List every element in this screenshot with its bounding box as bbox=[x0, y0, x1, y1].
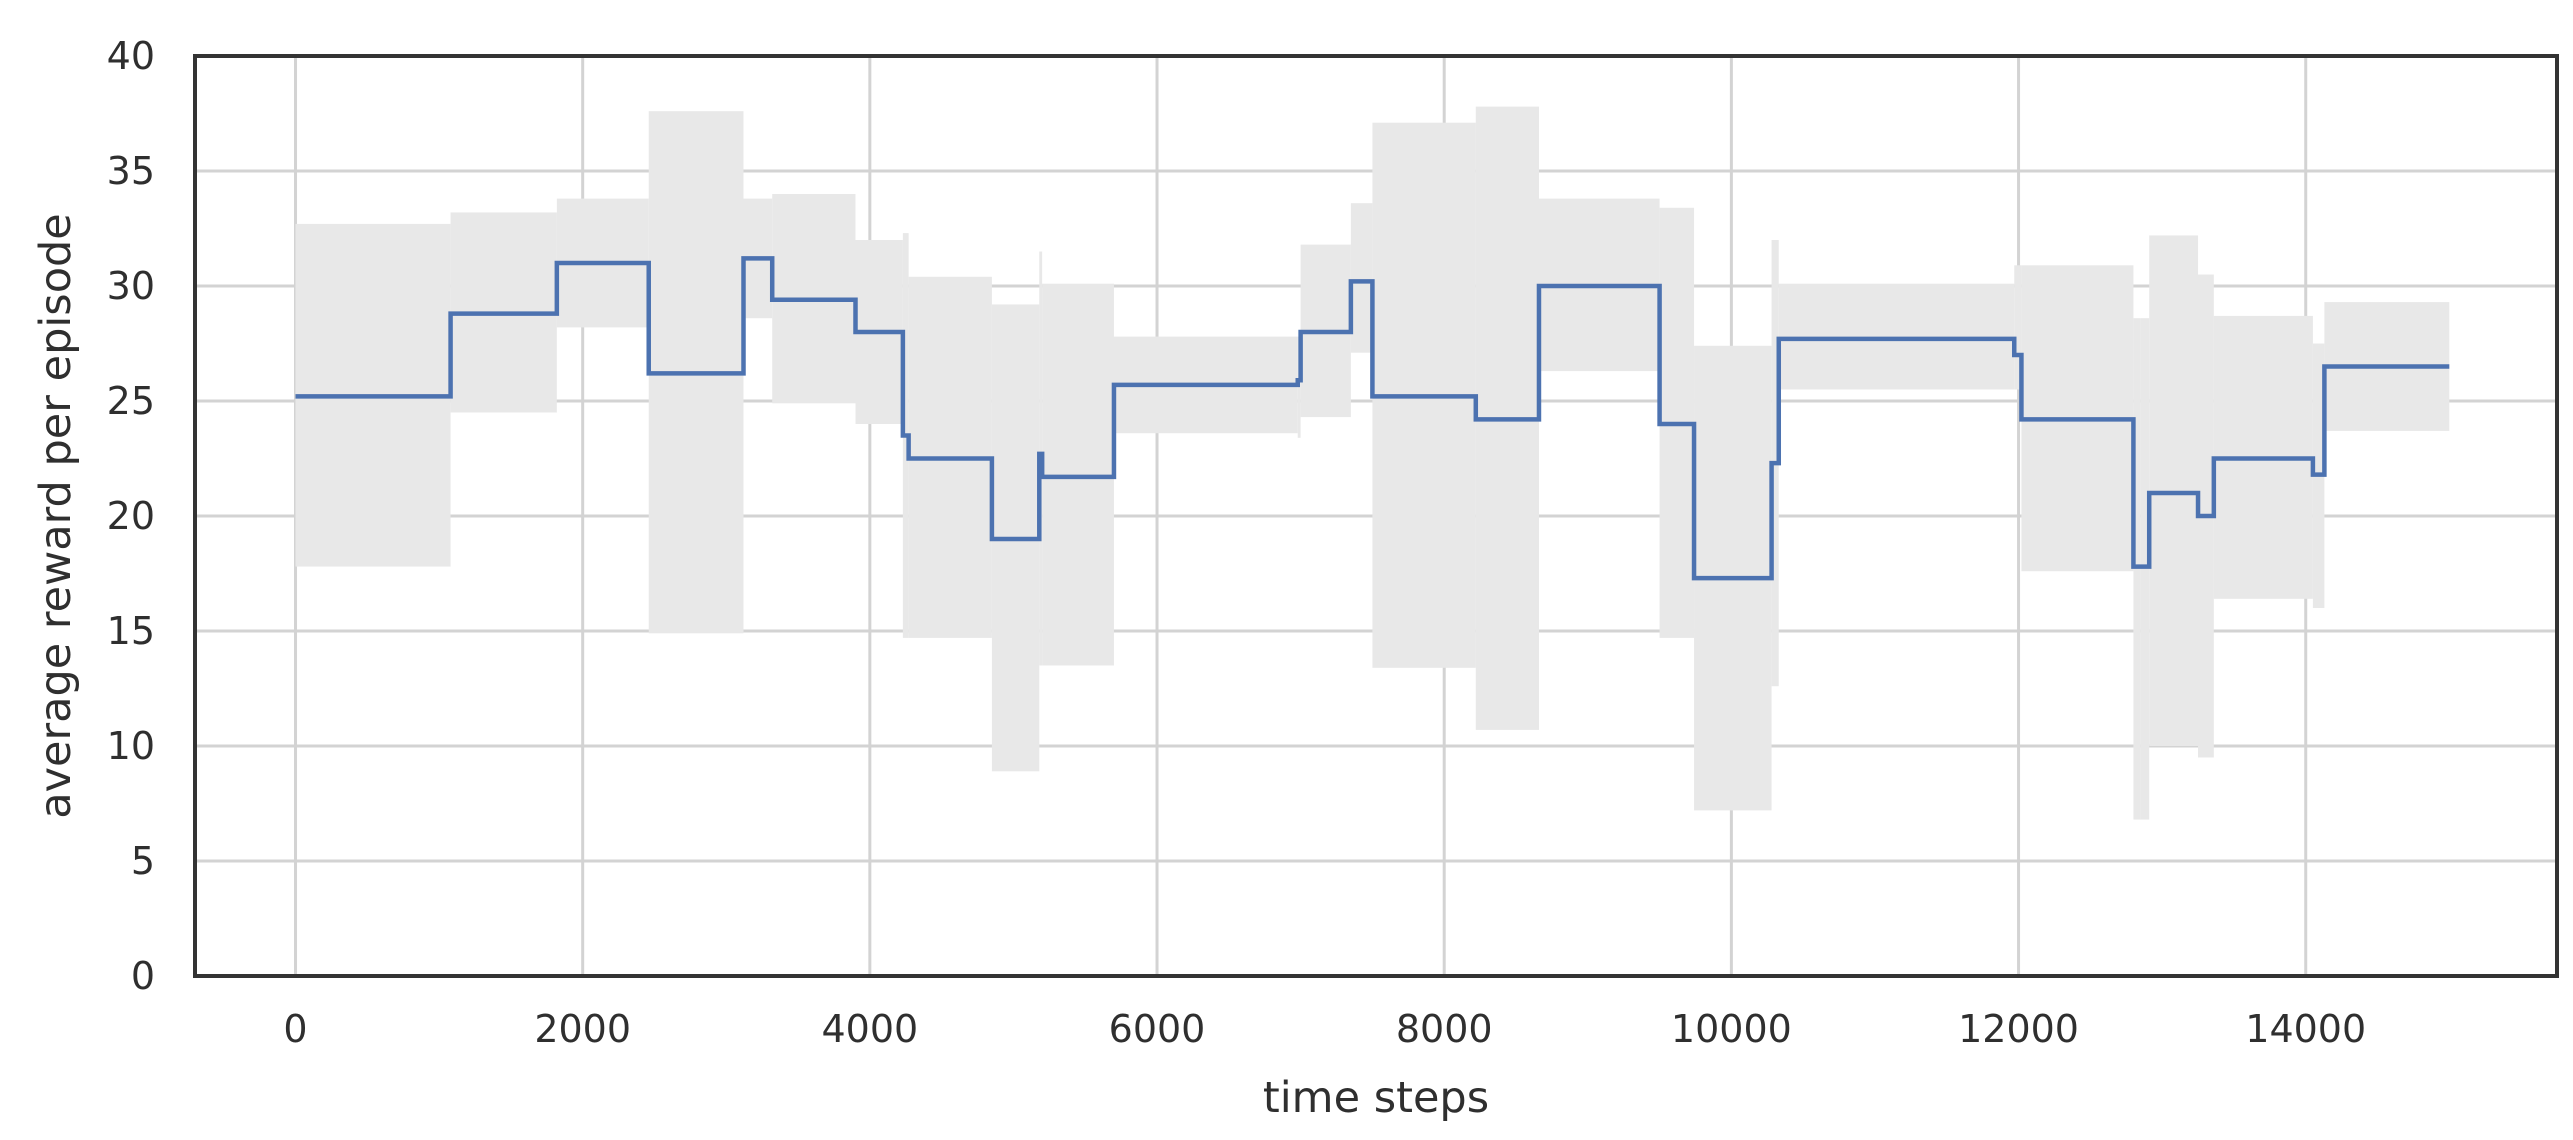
y-tick-label: 15 bbox=[107, 609, 155, 653]
x-tick-label: 12000 bbox=[1958, 1007, 2079, 1051]
band-segment bbox=[1042, 283, 1114, 666]
y-tick-label: 0 bbox=[131, 954, 155, 998]
x-tick-label: 6000 bbox=[1109, 1007, 1206, 1051]
y-tick-label: 35 bbox=[107, 149, 155, 193]
band-segment bbox=[1350, 203, 1373, 353]
x-tick-label: 10000 bbox=[1671, 1007, 1792, 1051]
band-segment bbox=[2140, 318, 2150, 820]
band-segment bbox=[2149, 235, 2199, 746]
x-tick-label: 4000 bbox=[821, 1007, 918, 1051]
x-tick-label: 2000 bbox=[534, 1007, 631, 1051]
band-segment bbox=[1778, 283, 2015, 390]
band-segment bbox=[1297, 336, 1301, 438]
band-segment bbox=[2133, 318, 2141, 820]
x-axis-label: time steps bbox=[1263, 1073, 1489, 1123]
y-axis-ticks: 0 5 10 15 20 25 30 35 40 bbox=[107, 34, 155, 998]
y-tick-label: 25 bbox=[107, 379, 155, 423]
y-tick-label: 20 bbox=[107, 494, 155, 538]
y-tick-label: 10 bbox=[107, 724, 155, 768]
x-tick-label: 0 bbox=[283, 1007, 307, 1051]
y-axis-label: average reward per episode bbox=[31, 213, 81, 819]
x-tick-label: 14000 bbox=[2245, 1007, 2366, 1051]
y-tick-label: 30 bbox=[107, 264, 155, 308]
y-tick-label: 5 bbox=[131, 839, 155, 883]
plot-frame bbox=[193, 54, 2559, 978]
mean-reward-series bbox=[295, 256, 2450, 581]
y-tick-label: 40 bbox=[107, 34, 155, 78]
x-tick-label: 8000 bbox=[1396, 1007, 1493, 1051]
mean-reward-line bbox=[295, 256, 2450, 581]
x-axis-ticks: 0 2000 4000 6000 8000 10000 12000 14000 bbox=[283, 1007, 2366, 1051]
band-segment bbox=[2014, 265, 2022, 390]
